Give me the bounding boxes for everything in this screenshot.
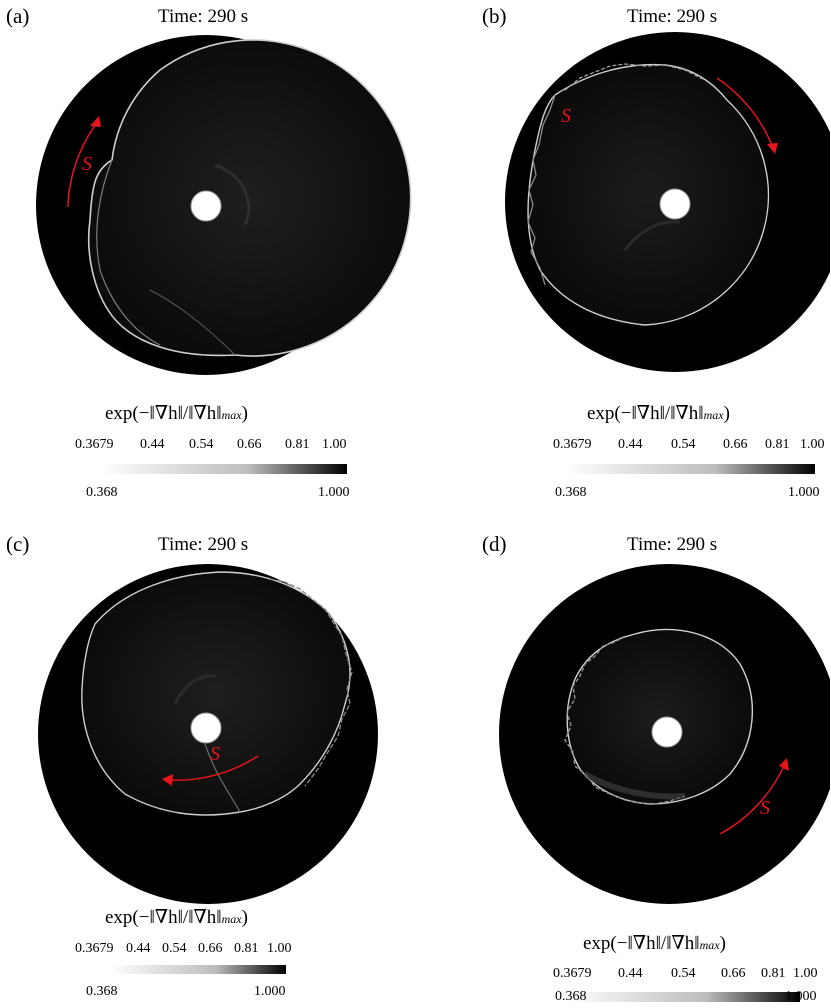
cb-tick: 0.81 <box>285 437 310 452</box>
cb-tick: 1.00 <box>322 437 347 452</box>
cb-tick: 1.00 <box>793 966 818 981</box>
colorbar <box>565 464 815 474</box>
panel-d: (d) Time: 290 s S exp(−‖∇h‖/‖∇h‖max) 0.3… <box>415 504 830 1008</box>
rotation-arrow <box>67 119 100 208</box>
cb-tick: 0.54 <box>162 941 187 956</box>
time-label: Time: 290 s <box>627 6 718 27</box>
flow-plot: S <box>38 564 378 904</box>
cb-tick: 0.54 <box>671 966 696 981</box>
panel-c: (c) Time: 290 s S exp(−‖∇h‖/‖∇h‖max) 0.3… <box>0 504 415 1008</box>
rotation-arrow <box>167 755 259 781</box>
cb-tick: 0.54 <box>189 437 214 452</box>
panel-label: (a) <box>6 4 30 28</box>
flow-plot: S <box>36 35 412 375</box>
center-hole <box>190 190 222 222</box>
cb-tick: 0.44 <box>140 437 165 452</box>
cb-max: 1.000 <box>254 984 286 999</box>
cb-tick: 0.3679 <box>553 437 592 452</box>
rotation-arrow <box>719 763 786 835</box>
time-label: Time: 290 s <box>158 6 249 27</box>
rotation-label: S <box>561 105 571 127</box>
cb-tick: 0.54 <box>671 437 696 452</box>
colorbar-title: exp(−‖∇h‖/‖∇h‖max) <box>105 907 248 928</box>
cb-tick: 0.3679 <box>75 941 114 956</box>
cb-max: 1.000 <box>785 989 817 1004</box>
wave-front <box>87 39 412 357</box>
cb-tick: 0.44 <box>126 941 151 956</box>
wave-front <box>566 628 754 805</box>
cb-tick: 0.66 <box>237 437 262 452</box>
colorbar <box>110 965 286 974</box>
cb-min: 0.368 <box>86 984 118 999</box>
flow-plot: S <box>499 564 830 904</box>
center-hole <box>651 716 683 748</box>
colorbar-title: exp(−‖∇h‖/‖∇h‖max) <box>587 403 730 424</box>
center-hole <box>659 188 691 220</box>
cb-tick: 0.44 <box>618 966 643 981</box>
wave-front <box>81 571 351 816</box>
panel-b: (b) Time: 290 s S exp(−‖∇h‖/‖∇h‖max) 0.3… <box>415 0 830 504</box>
time-label: Time: 290 s <box>158 534 249 555</box>
colorbar <box>565 992 800 1002</box>
panel-label: (d) <box>482 532 507 556</box>
rotation-arrow <box>716 77 774 149</box>
cb-tick: 0.81 <box>234 941 259 956</box>
cb-tick: 0.81 <box>761 966 786 981</box>
cb-tick: 0.81 <box>765 437 790 452</box>
center-hole <box>190 712 222 744</box>
panel-label: (b) <box>482 4 507 28</box>
colorbar-title: exp(−‖∇h‖/‖∇h‖max) <box>583 933 726 954</box>
cb-tick: 1.00 <box>800 437 825 452</box>
colorbar-title: exp(−‖∇h‖/‖∇h‖max) <box>105 403 248 424</box>
time-label: Time: 290 s <box>627 534 718 555</box>
rotation-label: S <box>82 153 92 175</box>
flow-plot: S <box>505 32 830 372</box>
cb-max: 1.000 <box>788 485 820 500</box>
rotation-label: S <box>760 797 770 819</box>
cb-tick: 0.66 <box>198 941 223 956</box>
cb-tick: 0.66 <box>721 966 746 981</box>
cb-tick: 0.66 <box>723 437 748 452</box>
rotation-label: S <box>210 743 220 765</box>
cb-tick: 0.44 <box>618 437 643 452</box>
cb-tick: 0.3679 <box>75 437 114 452</box>
panel-a: (a) Time: 290 s S exp(−‖∇h‖/‖∇h‖max) 0.3… <box>0 0 415 504</box>
cb-min: 0.368 <box>555 485 587 500</box>
cb-min: 0.368 <box>555 989 587 1004</box>
cb-tick: 0.3679 <box>553 966 592 981</box>
panel-label: (c) <box>6 532 30 556</box>
cb-tick: 1.00 <box>267 941 292 956</box>
cb-max: 1.000 <box>318 485 350 500</box>
colorbar <box>100 464 347 474</box>
cb-min: 0.368 <box>86 485 118 500</box>
